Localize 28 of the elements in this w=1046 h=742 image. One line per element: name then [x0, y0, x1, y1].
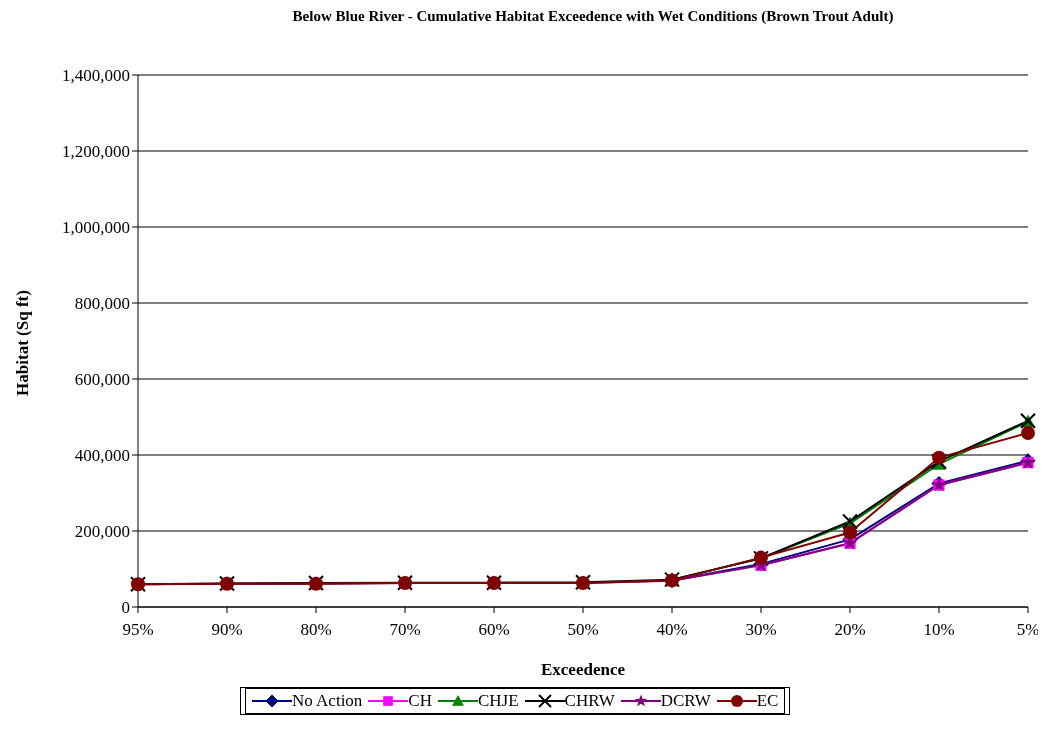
- y-tick-label: 800,000: [74, 294, 130, 314]
- chart-title: Below Blue River - Cumulative Habitat Exceedence with Wet Conditions (Brown Trout Adult): [291, 8, 895, 25]
- legend-label: EC: [755, 691, 779, 711]
- y-tick-label: 200,000: [74, 522, 130, 542]
- y-tick-label: 1,400,000: [62, 66, 130, 86]
- x-tick-label: 5%: [1016, 620, 1040, 640]
- x-tick-label: 90%: [211, 620, 243, 640]
- y-tick-label: 600,000: [74, 370, 130, 390]
- y-tick-label: 400,000: [74, 446, 130, 466]
- legend-label: CHJE: [477, 691, 519, 711]
- x-tick-label: 50%: [567, 620, 599, 640]
- x-tick-label: 20%: [834, 620, 866, 640]
- y-axis-title: Habitat (Sq ft): [13, 290, 33, 396]
- y-tick-label: 1,000,000: [62, 218, 130, 238]
- x-tick-label: 60%: [478, 620, 510, 640]
- x-tick-label: 70%: [389, 620, 421, 640]
- legend-label: No Action: [291, 691, 363, 711]
- y-tick-label: 1,200,000: [62, 142, 130, 162]
- x-tick-label: 40%: [656, 620, 688, 640]
- x-tick-label: 80%: [300, 620, 332, 640]
- x-axis-title: Exceedence: [540, 660, 626, 679]
- legend-label: CH: [407, 691, 432, 711]
- x-tick-label: 30%: [745, 620, 777, 640]
- x-tick-label: 95%: [122, 620, 154, 640]
- y-tick-label: 0: [121, 598, 130, 618]
- legend-label: DCRW: [659, 691, 711, 711]
- x-tick-label: 10%: [923, 620, 955, 640]
- legend-label: CHRW: [563, 691, 615, 711]
